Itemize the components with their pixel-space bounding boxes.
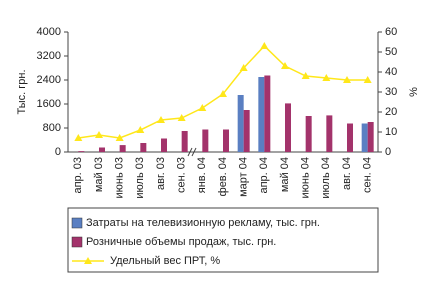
y2-tick-label: 60 [385, 26, 397, 38]
bar [264, 75, 271, 152]
bar [78, 151, 85, 152]
legend-swatch [84, 257, 92, 264]
bar [237, 95, 244, 152]
x-tick-label: фев. 04 [217, 157, 229, 196]
x-tick-label: июнь 03 [114, 157, 126, 199]
bar [258, 77, 265, 152]
x-tick-label: сен. 03 [176, 157, 188, 193]
y2-tick-label: 40 [385, 66, 397, 78]
marker [219, 90, 227, 97]
marker [177, 114, 186, 121]
bar [361, 123, 368, 152]
marker [301, 72, 310, 79]
y2-tick-label: 20 [385, 106, 397, 118]
y2-tick-label: 50 [385, 46, 397, 58]
y2-tick-label: 10 [385, 126, 397, 138]
y-tick-label: 4000 [37, 26, 61, 38]
x-tick-label: апр. 04 [258, 157, 270, 194]
axis-break [191, 147, 197, 157]
y2-tick-label: 30 [385, 86, 397, 98]
bar [223, 129, 229, 152]
x-tick-label: март 04 [238, 157, 250, 197]
bar [202, 129, 209, 152]
legend-label: Затраты на телевизионную рекламу, тыс. г… [86, 217, 320, 229]
marker [157, 116, 165, 123]
x-tick-label: сен. 04 [362, 157, 374, 193]
marker [322, 74, 331, 81]
bar [326, 115, 333, 152]
bar [181, 131, 188, 152]
legend-box [67, 207, 379, 273]
marker [95, 131, 103, 138]
x-tick-label: авг. 04 [341, 157, 353, 190]
x-tick-label: июль 04 [320, 157, 332, 199]
y2-axis-label: % [408, 87, 420, 97]
bar [140, 143, 147, 152]
marker [136, 126, 145, 133]
y-tick-label: 0 [55, 146, 61, 158]
x-tick-label: июль 03 [134, 157, 146, 199]
y-tick-label: 2400 [37, 74, 61, 86]
x-tick-label: апр. 03 [72, 157, 84, 194]
marker [115, 134, 124, 141]
y-tick-label: 800 [43, 122, 61, 134]
bar [99, 147, 105, 152]
y-axis-label: Тыс. грн. [16, 69, 28, 114]
legend-label: Удельный вес ПРТ, % [110, 255, 220, 267]
marker [260, 42, 269, 49]
legend-swatch [71, 217, 83, 229]
marker [198, 104, 207, 111]
marker [363, 76, 372, 83]
bar [305, 116, 312, 152]
legend-swatch [71, 236, 83, 248]
bar [243, 110, 250, 152]
axis-break [187, 147, 193, 157]
x-tick-label: май 04 [279, 157, 291, 192]
x-tick-label: авг. 03 [155, 157, 167, 190]
marker [74, 134, 83, 141]
x-tick-label: май 03 [93, 157, 105, 192]
marker [281, 62, 289, 69]
x-tick-label: июнь 04 [300, 157, 312, 199]
x-tick-label: янв. 04 [196, 157, 208, 193]
bar [119, 145, 126, 152]
y-tick-label: 3200 [37, 50, 61, 62]
marker [239, 64, 248, 71]
y-tick-label: 1600 [37, 98, 61, 110]
legend-label: Розничные объемы продаж, тыс. грн. [86, 236, 276, 248]
marker [343, 76, 351, 83]
bar [367, 122, 374, 152]
bar [161, 138, 167, 152]
y2-tick-label: 0 [385, 146, 391, 158]
bar [285, 103, 291, 152]
bar [347, 123, 353, 152]
